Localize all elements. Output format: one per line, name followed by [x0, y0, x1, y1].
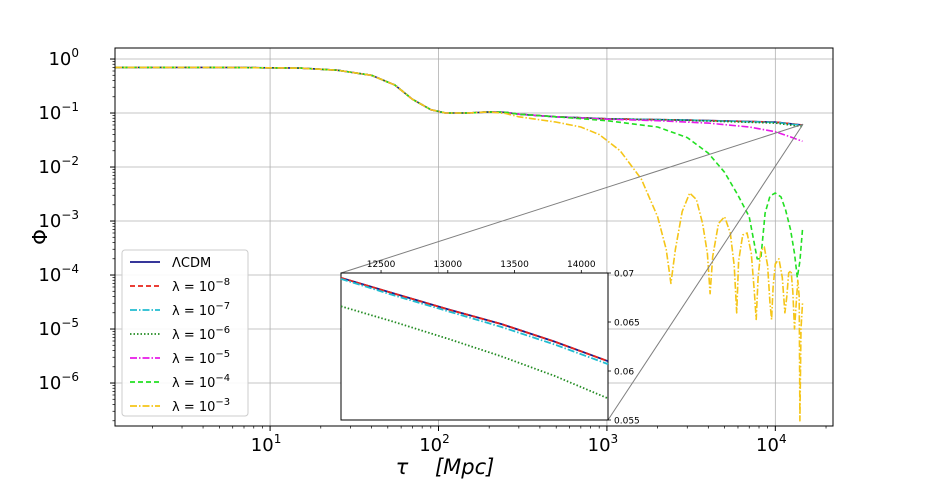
inset-series-line	[340, 277, 609, 363]
inset-series-group	[340, 277, 609, 400]
x-tick-label: 104	[756, 432, 787, 456]
inset-series-line	[340, 305, 609, 400]
legend-label: λ = 10−4	[172, 373, 230, 391]
legend-box	[121, 249, 249, 417]
y-tick-label: 10−1	[38, 100, 79, 124]
zoom-line	[340, 123, 804, 274]
legend-label: λ = 10−8	[172, 277, 230, 295]
inset-x-tick-label: 12500	[367, 260, 396, 270]
legend: ΛCDM λ = 10−8 λ = 10−7 λ = 10−6 λ = 10−5 λ = …	[121, 249, 249, 417]
inset-x-tick-label: 14000	[567, 260, 596, 270]
series-line	[115, 66, 803, 143]
inset-chart: 12500 13000 13500 14000 0.07 0.065 0.06 0.055	[340, 260, 640, 427]
series-line	[115, 66, 803, 128]
y-tick-label: 10−3	[38, 208, 79, 232]
y-tick-label: 10−6	[38, 370, 79, 394]
inset-y-tick-label: 0.055	[614, 417, 640, 427]
y-tick-label: 10−5	[38, 316, 79, 340]
x-tick-label: 101	[251, 432, 282, 456]
series-group	[115, 66, 804, 422]
series-line	[115, 66, 803, 127]
series-line	[115, 66, 804, 422]
legend-label: λ = 10−3	[172, 397, 230, 415]
series-line	[115, 66, 803, 126]
legend-label: ΛCDM	[172, 256, 211, 271]
y-tick-label: 10−2	[38, 154, 79, 178]
inset-series-line	[340, 278, 609, 365]
zoom-connector-lines	[340, 123, 804, 421]
inset-x-tick-label: 13000	[433, 260, 462, 270]
series-line	[115, 66, 803, 126]
inset-x-tick-label: 13500	[500, 260, 529, 270]
legend-label: λ = 10−7	[172, 301, 230, 319]
x-tick-label: 103	[588, 432, 619, 456]
inset-y-tick-label: 0.06	[614, 368, 634, 378]
inset-y-tick-label: 0.065	[614, 319, 640, 329]
x-tick-label: 102	[419, 432, 450, 456]
y-axis-label: Φ	[28, 229, 52, 245]
inset-frame	[340, 272, 609, 421]
legend-label: λ = 10−6	[172, 325, 230, 343]
legend-label: λ = 10−5	[172, 349, 230, 367]
zoom-line	[607, 123, 804, 421]
x-axis-label: τ [Mpc]	[396, 455, 495, 479]
inset-axis-ticks: 12500 13000 13500 14000 0.07 0.065 0.06 0.055	[367, 260, 640, 427]
y-tick-label: 100	[48, 46, 79, 70]
inset-y-tick-label: 0.07	[614, 270, 634, 280]
series-line	[115, 66, 804, 279]
axis-ticks: 101 102 103 104 100 10−1 10−2 10−3 10−4 10−5 10−6	[38, 46, 827, 456]
y-tick-label: 10−4	[38, 262, 79, 286]
